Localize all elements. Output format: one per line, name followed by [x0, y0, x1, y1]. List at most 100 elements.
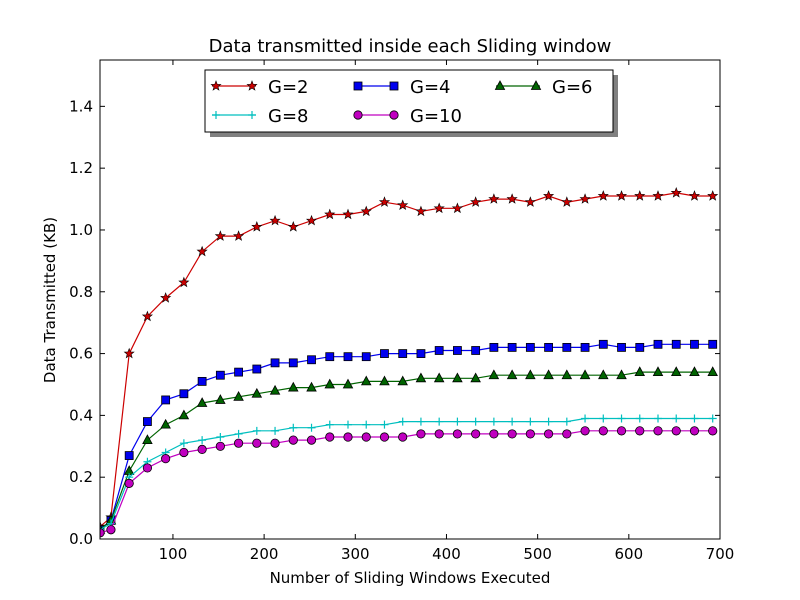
data-point-g4: [234, 367, 243, 377]
legend-marker: [353, 81, 363, 91]
data-point-g8: [471, 417, 480, 426]
data-point-g8: [362, 420, 371, 429]
data-point-g10: [471, 429, 481, 439]
data-point-g6: [269, 384, 281, 395]
data-point-g4: [325, 352, 335, 362]
data-point-g10: [635, 426, 645, 436]
data-point-g4: [398, 349, 408, 358]
legend-marker: [212, 111, 220, 119]
data-point-g10: [288, 435, 298, 445]
data-point-g6: [251, 387, 263, 398]
data-point-g10: [161, 454, 171, 464]
data-point-g10: [452, 429, 463, 439]
data-point-g6: [233, 391, 244, 401]
data-point-g6: [670, 366, 682, 377]
data-point-g6: [707, 366, 718, 377]
data-point-g10: [653, 426, 663, 436]
legend-item-g4: G=4: [353, 77, 450, 98]
data-point-g10: [562, 429, 572, 439]
series-g4: [100, 339, 718, 535]
data-point-g10: [233, 438, 244, 448]
data-point-g6: [379, 375, 390, 386]
data-point-g2: [196, 245, 208, 257]
legend-marker: [530, 80, 542, 90]
data-point-g8: [307, 423, 316, 432]
data-point-g8: [508, 417, 517, 426]
data-point-g2: [688, 190, 701, 201]
data-point-g4: [434, 346, 444, 355]
legend-item-g6: G=6: [494, 77, 592, 98]
data-point-g10: [215, 441, 225, 451]
legend-marker: [353, 110, 363, 120]
data-point-g2: [652, 190, 664, 201]
data-point-g4: [653, 339, 663, 349]
legend-label: G=2: [268, 77, 308, 98]
data-point-g4: [270, 358, 280, 368]
data-point-g10: [398, 432, 408, 442]
data-point-g10: [306, 435, 317, 445]
y-tick-label: 0.8: [69, 283, 93, 301]
data-point-g2: [451, 202, 463, 214]
data-point-g4: [453, 346, 462, 355]
data-point-g10: [361, 432, 371, 442]
data-point-g10: [434, 429, 444, 439]
data-point-g2: [524, 196, 536, 207]
y-tick-label: 1.2: [69, 159, 93, 177]
data-point-g6: [525, 369, 536, 380]
data-point-g4: [416, 349, 426, 358]
data-point-g4: [307, 355, 316, 365]
data-point-g6: [433, 372, 445, 383]
data-point-g2: [397, 199, 409, 210]
legend-label: G=6: [552, 77, 592, 98]
data-point-g4: [215, 370, 225, 380]
data-point-g4: [161, 395, 171, 405]
data-point-g2: [160, 292, 172, 303]
data-point-g4: [489, 342, 499, 352]
series-layer: [100, 187, 719, 538]
data-point-g4: [671, 339, 681, 349]
data-point-g4: [598, 339, 608, 349]
data-point-g8: [489, 417, 498, 426]
legend-box: [204, 69, 614, 133]
data-point-g10: [598, 426, 608, 436]
data-point-g6: [196, 397, 208, 407]
data-point-g6: [470, 372, 481, 383]
y-tick-label: 0.0: [69, 530, 93, 548]
data-point-g6: [689, 366, 700, 377]
data-point-g10: [379, 432, 390, 442]
data-point-g10: [124, 478, 134, 488]
y-tick-label: 1.4: [69, 97, 93, 115]
legend-label: G=8: [268, 106, 308, 127]
data-point-g6: [215, 394, 226, 404]
data-point-g6: [579, 369, 591, 380]
data-point-g2: [287, 221, 299, 232]
data-point-g6: [452, 372, 463, 383]
data-point-g2: [214, 230, 226, 241]
y-tick-label: 0.2: [69, 468, 93, 486]
data-point-g2: [488, 193, 500, 204]
data-point-g2: [506, 193, 518, 204]
data-point-g10: [671, 426, 681, 436]
data-point-g6: [652, 366, 664, 377]
legend-item-g8: G=8: [212, 106, 308, 127]
data-point-g6: [598, 369, 609, 380]
data-point-g10: [142, 463, 153, 473]
data-point-g2: [543, 190, 555, 201]
data-point-g8: [252, 426, 261, 435]
data-point-g8: [617, 414, 626, 423]
legend-item-g2: G=2: [210, 77, 308, 98]
y-tick-label: 0.6: [69, 345, 93, 363]
data-point-g8: [635, 414, 644, 423]
legend-marker: [246, 80, 258, 91]
data-point-g10: [252, 438, 262, 448]
data-point-g8: [544, 417, 553, 426]
legend-marker: [494, 80, 506, 90]
data-point-g2: [123, 347, 135, 359]
series-g6: [100, 366, 718, 534]
data-point-g4: [617, 342, 626, 352]
legend-marker: [210, 80, 222, 91]
data-point-g2: [305, 214, 318, 226]
data-point-g2: [342, 208, 354, 220]
data-point-g2: [634, 190, 646, 201]
data-point-g4: [179, 389, 189, 399]
